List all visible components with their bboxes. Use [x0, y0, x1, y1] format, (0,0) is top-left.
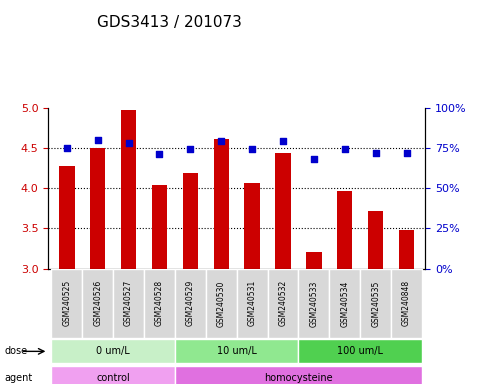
Text: 10 um/L: 10 um/L — [217, 346, 256, 356]
Bar — [399, 230, 414, 269]
Point — [341, 146, 349, 152]
Text: GDS3413 / 201073: GDS3413 / 201073 — [97, 15, 242, 30]
Text: GSM240533: GSM240533 — [310, 280, 318, 326]
FancyBboxPatch shape — [175, 366, 422, 384]
FancyBboxPatch shape — [360, 269, 391, 338]
FancyBboxPatch shape — [175, 339, 298, 363]
Text: dose: dose — [5, 346, 28, 356]
FancyBboxPatch shape — [391, 269, 422, 338]
Point — [94, 137, 101, 143]
Text: GSM240529: GSM240529 — [186, 280, 195, 326]
FancyBboxPatch shape — [268, 269, 298, 338]
Text: agent: agent — [5, 373, 33, 383]
FancyBboxPatch shape — [298, 269, 329, 338]
Point — [217, 138, 225, 144]
Bar — [368, 211, 384, 269]
Text: 0 um/L: 0 um/L — [96, 346, 130, 356]
FancyBboxPatch shape — [51, 269, 82, 338]
Bar — [183, 173, 198, 269]
Text: GSM240530: GSM240530 — [217, 280, 226, 326]
FancyBboxPatch shape — [206, 269, 237, 338]
Point — [279, 138, 287, 144]
Text: GSM240525: GSM240525 — [62, 280, 71, 326]
Point — [403, 150, 411, 156]
Text: control: control — [96, 373, 130, 383]
Point — [372, 150, 380, 156]
Point — [248, 146, 256, 152]
Text: GSM240531: GSM240531 — [248, 280, 256, 326]
Text: GSM240532: GSM240532 — [279, 280, 287, 326]
Point — [156, 151, 163, 157]
Bar — [59, 166, 74, 269]
FancyBboxPatch shape — [51, 366, 175, 384]
Point — [63, 145, 71, 151]
Bar — [337, 191, 353, 269]
Text: GSM240528: GSM240528 — [155, 280, 164, 326]
Text: GSM240535: GSM240535 — [371, 280, 380, 326]
Text: GSM240848: GSM240848 — [402, 280, 411, 326]
Text: homocysteine: homocysteine — [264, 373, 333, 383]
Bar — [121, 110, 136, 269]
Bar — [152, 185, 167, 269]
Point — [125, 140, 132, 146]
Text: GSM240526: GSM240526 — [93, 280, 102, 326]
FancyBboxPatch shape — [175, 269, 206, 338]
FancyBboxPatch shape — [144, 269, 175, 338]
Bar — [244, 182, 260, 269]
Text: GSM240534: GSM240534 — [340, 280, 349, 326]
Bar — [90, 148, 105, 269]
Text: 100 um/L: 100 um/L — [337, 346, 383, 356]
FancyBboxPatch shape — [329, 269, 360, 338]
Text: GSM240527: GSM240527 — [124, 280, 133, 326]
Point — [310, 156, 318, 162]
FancyBboxPatch shape — [237, 269, 268, 338]
Bar — [306, 252, 322, 269]
FancyBboxPatch shape — [82, 269, 113, 338]
FancyBboxPatch shape — [51, 339, 175, 363]
Point — [186, 146, 194, 152]
Bar — [275, 153, 291, 269]
FancyBboxPatch shape — [113, 269, 144, 338]
FancyBboxPatch shape — [298, 339, 422, 363]
Bar — [213, 139, 229, 269]
